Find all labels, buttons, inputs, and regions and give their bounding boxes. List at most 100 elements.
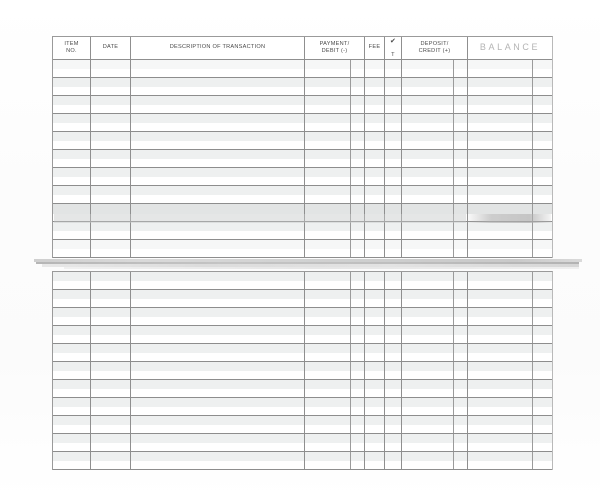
- cell-item[interactable]: [53, 362, 91, 379]
- table-row[interactable]: [53, 398, 552, 416]
- cell-payment[interactable]: [305, 60, 365, 77]
- cell-item[interactable]: [53, 150, 91, 167]
- cell-date[interactable]: [91, 168, 131, 185]
- cell-check[interactable]: [385, 416, 402, 433]
- cell-deposit[interactable]: [402, 150, 468, 167]
- cell-deposit[interactable]: [402, 222, 468, 239]
- cell-balance[interactable]: [468, 380, 552, 397]
- cell-payment[interactable]: [305, 362, 365, 379]
- cell-date[interactable]: [91, 326, 131, 343]
- cell-balance[interactable]: [468, 60, 552, 77]
- cell-deposit[interactable]: [402, 240, 468, 257]
- cell-check[interactable]: [385, 362, 402, 379]
- cell-balance[interactable]: [468, 222, 552, 239]
- cell-check[interactable]: [385, 204, 402, 221]
- cell-balance[interactable]: [468, 398, 552, 415]
- cell-date[interactable]: [91, 362, 131, 379]
- cell-item[interactable]: [53, 96, 91, 113]
- cell-date[interactable]: [91, 114, 131, 131]
- cell-check[interactable]: [385, 380, 402, 397]
- cell-date[interactable]: [91, 308, 131, 325]
- cell-balance[interactable]: [468, 290, 552, 307]
- cell-date[interactable]: [91, 222, 131, 239]
- cell-check[interactable]: [385, 60, 402, 77]
- cell-desc[interactable]: [131, 150, 305, 167]
- cell-item[interactable]: [53, 186, 91, 203]
- table-row[interactable]: [53, 362, 552, 380]
- table-row[interactable]: [53, 78, 552, 96]
- cell-check[interactable]: [385, 78, 402, 95]
- cell-deposit[interactable]: [402, 434, 468, 451]
- cell-payment[interactable]: [305, 240, 365, 257]
- cell-fee[interactable]: [365, 96, 385, 113]
- cell-check[interactable]: [385, 150, 402, 167]
- table-row[interactable]: [53, 290, 552, 308]
- cell-balance[interactable]: [468, 326, 552, 343]
- cell-fee[interactable]: [365, 290, 385, 307]
- table-row[interactable]: [53, 272, 552, 290]
- cell-fee[interactable]: [365, 240, 385, 257]
- cell-date[interactable]: [91, 434, 131, 451]
- cell-item[interactable]: [53, 114, 91, 131]
- cell-check[interactable]: [385, 96, 402, 113]
- table-row[interactable]: [53, 326, 552, 344]
- cell-payment[interactable]: [305, 132, 365, 149]
- cell-payment[interactable]: [305, 380, 365, 397]
- table-row[interactable]: [53, 416, 552, 434]
- cell-fee[interactable]: [365, 114, 385, 131]
- cell-check[interactable]: [385, 132, 402, 149]
- cell-desc[interactable]: [131, 416, 305, 433]
- cell-payment[interactable]: [305, 344, 365, 361]
- cell-payment[interactable]: [305, 416, 365, 433]
- cell-check[interactable]: [385, 326, 402, 343]
- cell-fee[interactable]: [365, 150, 385, 167]
- cell-item[interactable]: [53, 380, 91, 397]
- table-row[interactable]: [53, 168, 552, 186]
- table-row[interactable]: [53, 150, 552, 168]
- cell-desc[interactable]: [131, 222, 305, 239]
- cell-desc[interactable]: [131, 168, 305, 185]
- cell-balance[interactable]: [468, 204, 552, 221]
- cell-balance[interactable]: [468, 452, 552, 469]
- cell-desc[interactable]: [131, 78, 305, 95]
- cell-deposit[interactable]: [402, 308, 468, 325]
- cell-desc[interactable]: [131, 186, 305, 203]
- cell-deposit[interactable]: [402, 96, 468, 113]
- cell-date[interactable]: [91, 272, 131, 289]
- cell-item[interactable]: [53, 60, 91, 77]
- cell-check[interactable]: [385, 186, 402, 203]
- table-row[interactable]: [53, 222, 552, 240]
- table-row[interactable]: [53, 452, 552, 470]
- cell-deposit[interactable]: [402, 132, 468, 149]
- cell-desc[interactable]: [131, 452, 305, 469]
- cell-deposit[interactable]: [402, 452, 468, 469]
- cell-balance[interactable]: [468, 308, 552, 325]
- cell-balance[interactable]: [468, 150, 552, 167]
- cell-date[interactable]: [91, 380, 131, 397]
- cell-payment[interactable]: [305, 308, 365, 325]
- cell-fee[interactable]: [365, 416, 385, 433]
- cell-payment[interactable]: [305, 290, 365, 307]
- cell-deposit[interactable]: [402, 416, 468, 433]
- cell-payment[interactable]: [305, 78, 365, 95]
- cell-desc[interactable]: [131, 60, 305, 77]
- cell-desc[interactable]: [131, 204, 305, 221]
- cell-deposit[interactable]: [402, 78, 468, 95]
- cell-date[interactable]: [91, 416, 131, 433]
- table-row[interactable]: [53, 60, 552, 78]
- cell-balance[interactable]: [468, 272, 552, 289]
- cell-deposit[interactable]: [402, 204, 468, 221]
- cell-desc[interactable]: [131, 344, 305, 361]
- cell-fee[interactable]: [365, 380, 385, 397]
- cell-item[interactable]: [53, 452, 91, 469]
- cell-date[interactable]: [91, 344, 131, 361]
- cell-payment[interactable]: [305, 452, 365, 469]
- cell-deposit[interactable]: [402, 380, 468, 397]
- cell-item[interactable]: [53, 168, 91, 185]
- cell-date[interactable]: [91, 204, 131, 221]
- cell-deposit[interactable]: [402, 186, 468, 203]
- table-row[interactable]: [53, 186, 552, 204]
- cell-item[interactable]: [53, 416, 91, 433]
- cell-check[interactable]: [385, 240, 402, 257]
- cell-date[interactable]: [91, 96, 131, 113]
